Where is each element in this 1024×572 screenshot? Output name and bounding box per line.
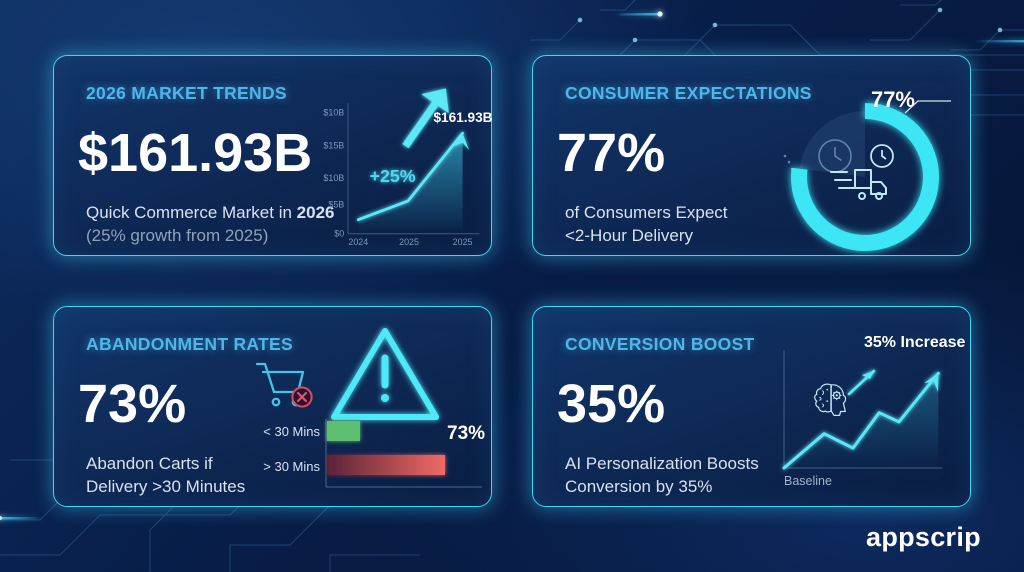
svg-text:73%: 73% bbox=[447, 423, 485, 444]
svg-text:> 30 Mins: > 30 Mins bbox=[263, 459, 320, 474]
svg-text:77%: 77% bbox=[871, 87, 915, 112]
svg-text:$5B: $5B bbox=[328, 199, 344, 209]
svg-text:$10B: $10B bbox=[323, 107, 344, 117]
svg-text:35% Increase: 35% Increase bbox=[864, 334, 966, 351]
svg-text:Baseline: Baseline bbox=[784, 474, 832, 488]
svg-text:$15B: $15B bbox=[323, 140, 344, 150]
svg-text:< 30 Mins: < 30 Mins bbox=[263, 424, 320, 439]
svg-text:$10B: $10B bbox=[323, 173, 344, 183]
svg-text:+25%: +25% bbox=[370, 166, 416, 186]
svg-text:$161.93B: $161.93B bbox=[433, 110, 492, 125]
svg-text:$0: $0 bbox=[334, 229, 344, 239]
svg-text:2025: 2025 bbox=[399, 237, 419, 247]
svg-text:2025: 2025 bbox=[453, 237, 473, 247]
svg-text:2024: 2024 bbox=[348, 237, 368, 247]
